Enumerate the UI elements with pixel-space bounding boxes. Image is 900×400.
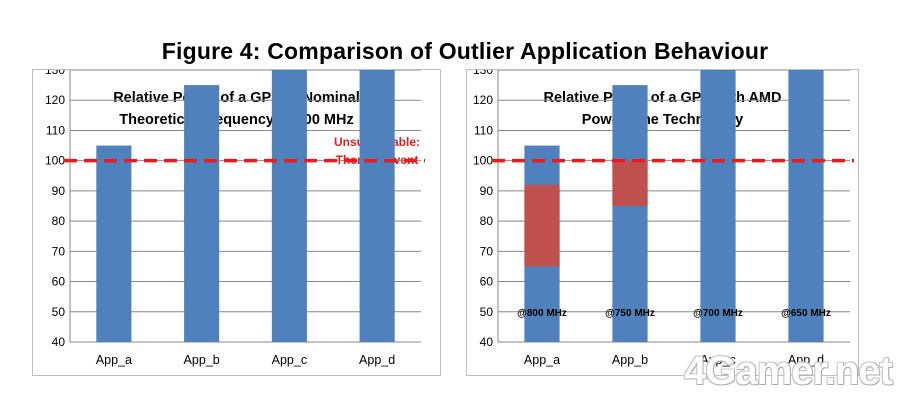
watermark-logo: 4Gamer.net [684,349,893,393]
y-tick-label: 100 [45,154,65,168]
y-tick-label: 100 [473,154,493,168]
bar-chart-nominal: 40 50 60 70 80 90 100 110 120 130 App_a App_b App_c A… [45,70,425,367]
bar-frequency-label: @800 MHz [517,308,567,319]
x-tick-label: App_c [700,353,735,367]
x-tick-label: App_b [184,353,220,367]
y-tick-label: 130 [45,70,65,77]
bar [788,70,824,343]
y-tick-label: 40 [480,335,494,349]
x-tick-label: App_a [524,353,560,367]
bar [359,70,395,342]
y-tick-label: 110 [474,123,493,137]
y-tick-label: 60 [52,275,66,289]
bar-excess-segment [612,160,648,206]
bar-excess-segment [524,184,560,267]
y-tick-label: 90 [480,184,494,198]
bar [184,85,220,342]
y-tick-label: 70 [480,244,494,258]
bar-chart-powertune: 40 50 60 70 80 90 100 110 120 130 App_a @800 MHz App… [473,70,854,367]
chart-panel-nominal: Relative Power of a GPU at Nominal Theor… [32,69,441,376]
bar-frequency-label: @650 MHz [781,308,831,319]
y-tick-label: 50 [52,305,66,319]
bar-frequency-label: @700 MHz [693,308,743,319]
x-tick-label: App_d [359,353,395,367]
x-tick-label: App_b [612,353,648,367]
x-tick-label: App_d [788,353,824,367]
y-tick-label: 70 [52,244,66,258]
x-tick-label: App_c [272,353,307,367]
bar [612,85,648,342]
figure-title: Figure 4: Comparison of Outlier Applicat… [161,38,769,64]
bar-frequency-label: @750 MHz [605,308,655,319]
bar [700,70,736,343]
y-tick-label: 90 [52,184,66,198]
bar [96,145,132,342]
y-tick-label: 80 [52,214,66,228]
x-tick-label: App_a [96,353,132,367]
y-tick-label: 40 [52,335,66,349]
y-tick-label: 110 [46,123,65,137]
y-tick-label: 130 [473,70,493,77]
y-tick-label: 60 [480,275,494,289]
y-tick-label: 80 [480,214,494,228]
y-tick-label: 50 [480,305,494,319]
bar [271,70,307,343]
y-tick-label: 120 [45,93,65,107]
chart-panel-powertune: Relative Power of a GPU with AMD PowerTu… [466,69,859,376]
y-tick-label: 120 [473,93,493,107]
